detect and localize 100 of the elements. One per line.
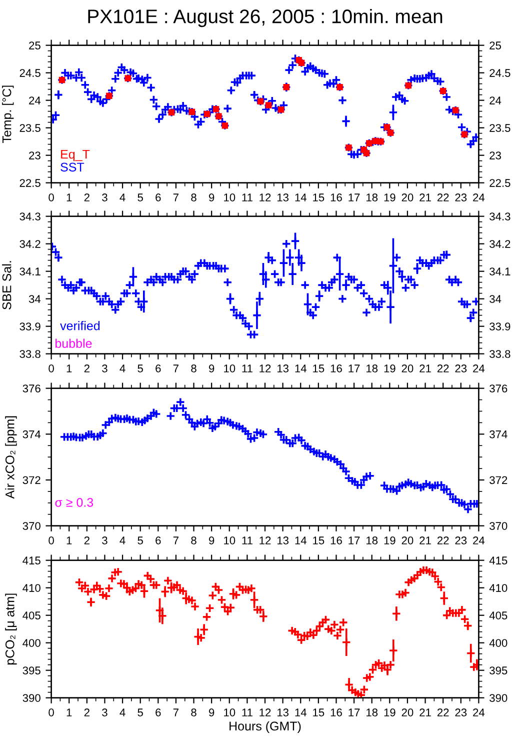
x-tick-label: 13 [277, 536, 288, 544]
x-tick-label: 7 [173, 194, 178, 202]
y2-tick-label: 24.5 [490, 69, 510, 77]
y-tick-label: 34 [28, 295, 41, 303]
x-tick-label: 16 [330, 536, 342, 544]
x-tick-label: 9 [209, 364, 214, 372]
x-tick-label: 6 [156, 708, 161, 716]
y2-tick-label: 22.5 [490, 179, 510, 187]
x-tick-label: 2 [84, 536, 90, 544]
x-tick-label: 21 [420, 536, 431, 544]
x-tick-label: 20 [402, 708, 414, 716]
x-tick-label: 6 [156, 194, 161, 202]
x-tick-label: 0 [48, 194, 54, 202]
x-tick-label: 15 [313, 536, 324, 544]
x-tick-label: 2 [84, 708, 90, 716]
x-tick-label: 10 [224, 536, 236, 544]
x-tick-label: 24 [473, 536, 485, 544]
x-tick-label: 5 [138, 194, 143, 202]
y2-tick-label: 33.8 [490, 350, 510, 358]
x-tick-label: 14 [295, 536, 306, 544]
x-tick-label: 8 [191, 194, 196, 202]
x-tick-label: 11 [242, 194, 252, 202]
x-tick-label: 12 [260, 364, 271, 372]
x-tick-label: 13 [277, 364, 288, 372]
x-tick-label: 18 [366, 194, 378, 202]
x-tick-label: 18 [366, 536, 378, 544]
y-tick-label: 400 [22, 639, 40, 647]
x-tick-label: 17 [348, 194, 360, 202]
x-tick-label: 20 [402, 536, 414, 544]
x-tick-label: 19 [384, 536, 396, 544]
y-tick-label: 34.1 [20, 268, 40, 276]
x-tick-label: 0 [48, 364, 54, 372]
y-tick-label: 34.2 [20, 240, 40, 248]
x-tick-label: 8 [191, 536, 196, 544]
chart-title: PX101E : August 26, 2005 : 10min. mean [88, 8, 442, 28]
x-tick-label: 18 [366, 708, 378, 716]
y-tick-label: 390 [22, 694, 40, 702]
y-tick-label: 33.9 [20, 322, 40, 330]
y-tick-label: 374 [22, 430, 41, 438]
x-tick-label: 14 [295, 708, 306, 716]
x-tick-label: 12 [260, 194, 271, 202]
y-tick-label: 23 [29, 152, 40, 160]
x-tick-label: 10 [224, 364, 236, 372]
x-tick-label: 7 [173, 536, 178, 544]
x-tick-label: 3 [102, 536, 108, 544]
x-tick-label: 14 [295, 364, 306, 372]
y2-tick-label: 370 [490, 522, 508, 530]
annotation: σ ≥ 0.3 [55, 498, 94, 507]
x-tick-label: 3 [102, 194, 108, 202]
y-tick-label: 22.5 [20, 179, 40, 187]
y2-tick-label: 33.9 [490, 322, 510, 330]
y2-tick-label: 400 [489, 639, 508, 647]
y-tick-label: 33.8 [20, 350, 40, 358]
y2-tick-label: 410 [489, 584, 508, 592]
y2-tick-label: 23.5 [490, 124, 510, 132]
x-tick-label: 20 [402, 364, 414, 372]
x-tick-label: 8 [191, 708, 196, 716]
x-tick-label: 5 [138, 708, 143, 716]
y-tick-label: 25 [29, 42, 40, 50]
y-axis-title: pCO₂ [μ atm] [5, 594, 17, 664]
y-tick-label: 376 [22, 384, 40, 392]
x-tick-label: 17 [348, 708, 360, 716]
x-tick-label: 4 [120, 364, 126, 372]
y2-tick-label: 395 [490, 666, 508, 674]
text: Eq_T [61, 150, 90, 162]
y2-tick-label: 415 [489, 556, 508, 564]
x-tick-label: 13 [277, 708, 288, 716]
x-tick-label: 1 [66, 194, 72, 202]
y2-tick-label: 25 [490, 42, 502, 50]
x-tick-label: 0 [48, 708, 54, 716]
x-tick-label: 2 [84, 364, 90, 372]
y-axis-title: Temp. [°C] [2, 86, 14, 144]
x-tick-label: 14 [295, 194, 306, 202]
x-tick-label: 21 [420, 364, 431, 372]
annotation: bubble [56, 338, 92, 348]
x-tick-label: 24 [473, 708, 485, 716]
x-tick-label: 5 [138, 536, 143, 544]
x-tick-label: 2 [84, 194, 90, 202]
x-tick-label: 11 [242, 708, 252, 716]
y-tick-label: 24.5 [20, 69, 40, 77]
x-tick-label: 23 [455, 536, 467, 544]
x-tick-label: 1 [66, 364, 72, 372]
x-tick-label: 15 [313, 708, 324, 716]
x-tick-label: 11 [242, 364, 252, 372]
x-tick-label: 6 [156, 536, 161, 544]
text: SST [60, 162, 84, 172]
y-tick-label: 24 [29, 96, 41, 104]
x-tick-label: 0 [48, 536, 54, 544]
x-tick-label: 19 [384, 708, 396, 716]
y2-tick-label: 23 [490, 152, 501, 160]
x-tick-label: 17 [348, 536, 360, 544]
x-tick-label: 22 [437, 708, 449, 716]
x-tick-label: 22 [437, 536, 449, 544]
x-tick-label: 1 [66, 708, 72, 716]
y2-tick-label: 34 [490, 295, 502, 303]
x-tick-label: 16 [330, 364, 342, 372]
y-axis-title: SBE Sal. [2, 261, 12, 310]
x-tick-label: 10 [224, 708, 236, 716]
y-tick-label: 23.5 [20, 124, 40, 132]
x-tick-label: 23 [455, 708, 467, 716]
